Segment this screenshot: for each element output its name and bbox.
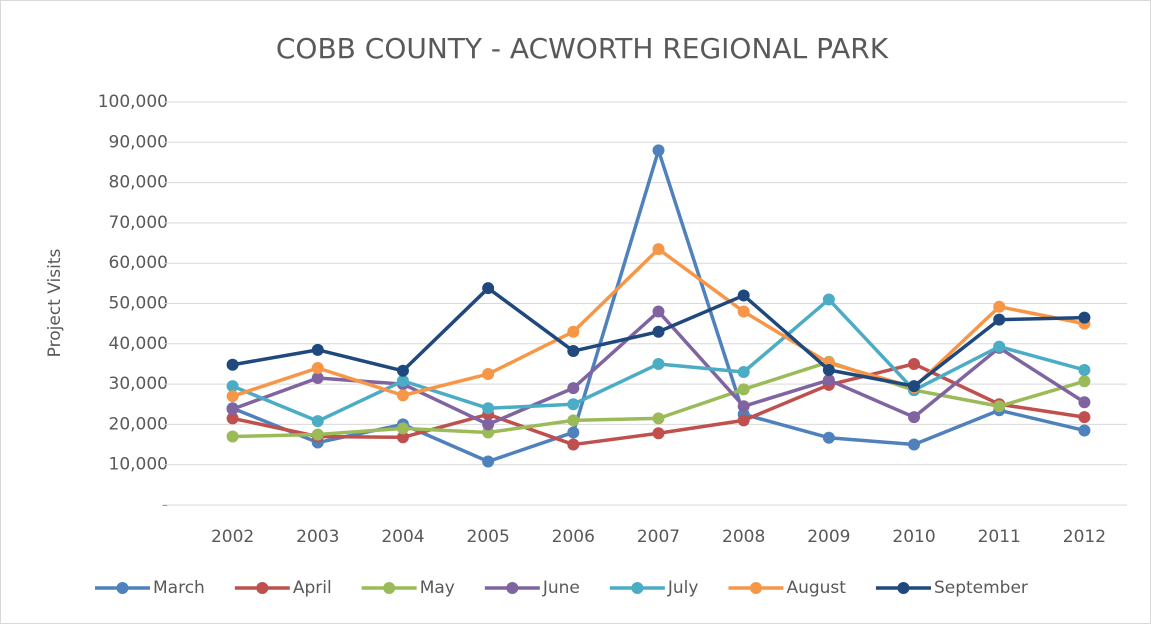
data-point [567, 438, 580, 451]
data-point [822, 431, 835, 444]
legend-label: April [293, 578, 332, 598]
data-point [652, 144, 665, 157]
data-point [652, 357, 665, 370]
data-point [822, 374, 835, 387]
y-tick-label: 90,000 [109, 132, 168, 152]
legend-label: March [153, 578, 205, 598]
data-point [993, 340, 1006, 353]
x-tick-label: 2011 [978, 527, 1021, 547]
data-point [226, 380, 239, 393]
y-tick-label: 10,000 [109, 455, 168, 475]
data-point [822, 293, 835, 306]
data-point [482, 402, 495, 415]
legend-marker [631, 582, 644, 594]
data-point [396, 389, 409, 402]
data-point [908, 357, 921, 370]
data-point [993, 313, 1006, 326]
data-point [567, 426, 580, 439]
data-point [226, 430, 239, 443]
x-tick-label: 2010 [892, 527, 935, 547]
x-tick-label: 2009 [807, 527, 850, 547]
data-point [482, 418, 495, 431]
data-point [482, 368, 495, 381]
y-tick-label: 50,000 [109, 294, 168, 314]
x-tick-label: 2003 [296, 527, 339, 547]
legend-marker [256, 582, 269, 594]
data-point [737, 414, 750, 427]
data-point [396, 431, 409, 444]
data-point [652, 325, 665, 338]
y-tick-label: 70,000 [109, 213, 168, 233]
data-point [567, 345, 580, 358]
chart-title: COBB COUNTY - ACWORTH REGIONAL PARK [276, 32, 889, 65]
data-point [652, 427, 665, 440]
data-point [993, 400, 1006, 413]
data-point [737, 305, 750, 318]
data-point [908, 438, 921, 451]
data-point [737, 400, 750, 413]
legend-marker [506, 582, 519, 594]
y-tick-label: 30,000 [109, 374, 168, 394]
data-point [567, 382, 580, 395]
data-point [396, 364, 409, 377]
y-tick-label: 40,000 [109, 334, 168, 354]
data-point [567, 398, 580, 411]
x-tick-label: 2008 [722, 527, 765, 547]
data-point [1078, 424, 1091, 437]
data-point [652, 305, 665, 318]
data-point [311, 343, 324, 356]
legend-marker [383, 582, 396, 594]
data-point [737, 366, 750, 379]
x-tick-label: 2004 [381, 527, 424, 547]
data-point [822, 363, 835, 376]
data-point [226, 412, 239, 425]
data-point [908, 411, 921, 424]
y-tick-label: 100,000 [98, 92, 168, 112]
x-tick-label: 2005 [467, 527, 510, 547]
x-tick-label: 2007 [637, 527, 680, 547]
y-tick-label: 80,000 [109, 173, 168, 193]
data-point [567, 325, 580, 338]
legend-label: September [934, 578, 1028, 598]
data-point [1078, 396, 1091, 409]
data-point [652, 412, 665, 425]
data-point [396, 422, 409, 435]
data-point [1078, 375, 1091, 388]
data-point [1078, 311, 1091, 324]
data-point [737, 289, 750, 302]
legend-marker [749, 582, 762, 594]
y-tick-label: 60,000 [109, 253, 168, 273]
data-point [908, 380, 921, 393]
data-point [1078, 411, 1091, 424]
data-point [226, 390, 239, 403]
data-point [311, 415, 324, 428]
data-point [1078, 363, 1091, 376]
legend-marker [116, 582, 129, 594]
y-axis-label: Project Visits [45, 249, 65, 358]
legend-label: May [420, 578, 455, 598]
data-point [482, 455, 495, 468]
data-point [226, 358, 239, 371]
y-tick-label: 20,000 [109, 414, 168, 434]
legend-label: August [786, 578, 846, 598]
data-point [737, 383, 750, 396]
x-tick-label: 2006 [552, 527, 595, 547]
legend-label: June [542, 578, 580, 598]
data-point [226, 403, 239, 416]
x-tick-label: 2012 [1063, 527, 1106, 547]
legend-label: July [667, 578, 699, 598]
data-point [311, 361, 324, 374]
data-point [311, 372, 324, 385]
data-point [482, 282, 495, 295]
legend-marker [897, 582, 910, 594]
data-point [567, 414, 580, 427]
data-point [311, 428, 324, 441]
data-point [652, 243, 665, 256]
data-point [396, 374, 409, 387]
x-tick-label: 2002 [211, 527, 254, 547]
data-point [993, 300, 1006, 313]
